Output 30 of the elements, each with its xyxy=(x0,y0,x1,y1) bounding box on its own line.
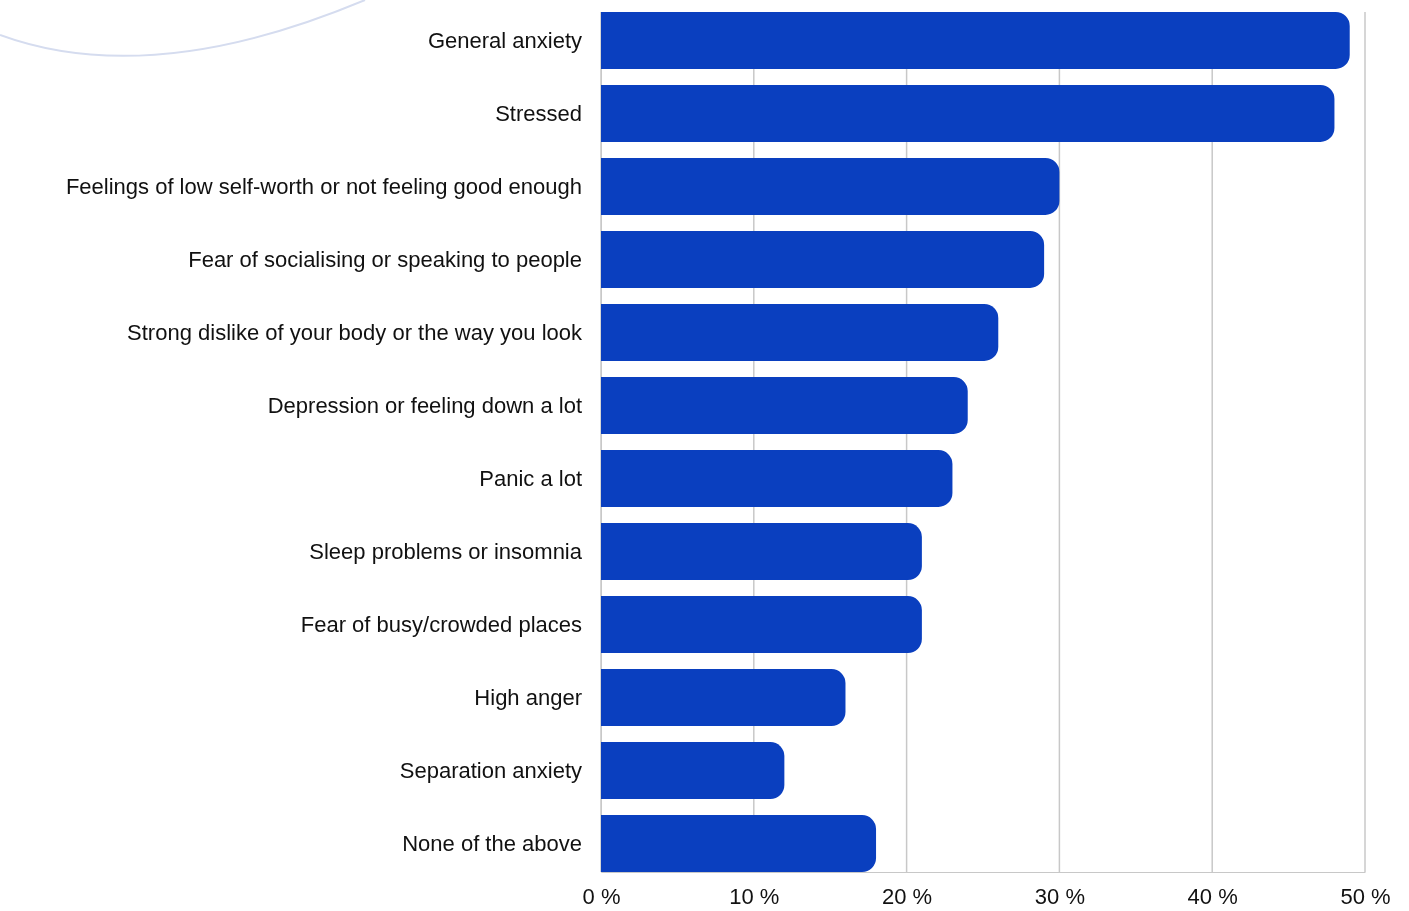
bar xyxy=(601,158,1060,215)
y-tick-label: High anger xyxy=(474,684,582,710)
y-tick-label: Panic a lot xyxy=(479,465,582,491)
y-tick-label: Strong dislike of your body or the way you look xyxy=(127,319,583,345)
y-tick-label: Depression or feeling down a lot xyxy=(267,392,582,418)
y-tick-label: General anxiety xyxy=(427,27,582,53)
bar xyxy=(601,12,1350,69)
bar xyxy=(601,742,785,799)
x-tick-label: 30 % xyxy=(1034,883,1085,909)
x-tick-label: 20 % xyxy=(882,883,933,909)
x-tick-label: 40 % xyxy=(1187,883,1238,909)
x-tick-label: 0 % xyxy=(582,883,621,909)
y-tick-label: Separation anxiety xyxy=(399,757,582,783)
y-tick-label: Stressed xyxy=(495,100,582,126)
bar xyxy=(601,377,968,434)
bar xyxy=(601,596,922,653)
bar xyxy=(601,231,1045,288)
bar xyxy=(601,450,953,507)
bar xyxy=(601,815,877,872)
y-tick-label: Fear of busy/crowded places xyxy=(300,611,582,637)
bar xyxy=(601,523,922,580)
y-tick-label: None of the above xyxy=(402,830,582,856)
y-tick-label: Feelings of low self-worth or not feeling good enough xyxy=(65,173,582,199)
y-tick-label: Fear of socialising or speaking to people xyxy=(188,246,582,272)
bar xyxy=(601,669,846,726)
bar xyxy=(601,304,999,361)
x-tick-label: 10 % xyxy=(729,883,780,909)
x-tick-label: 50 % xyxy=(1340,883,1391,909)
bar xyxy=(601,85,1335,142)
y-tick-label: Sleep problems or insomnia xyxy=(309,538,583,564)
